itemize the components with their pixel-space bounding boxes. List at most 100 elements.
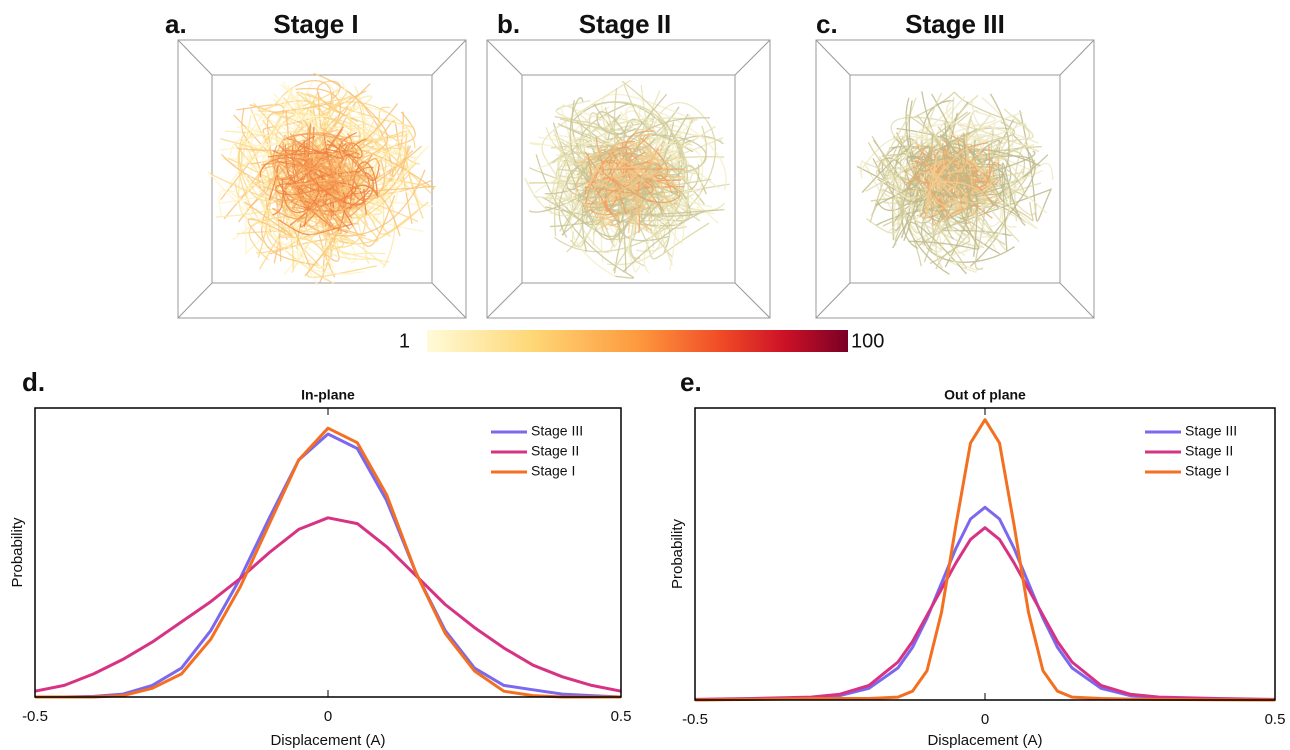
panel-label: e.	[680, 367, 702, 397]
fibre	[921, 91, 978, 257]
fibre	[304, 93, 432, 194]
fibre	[529, 142, 604, 163]
fibre	[941, 163, 1006, 197]
fibre	[913, 173, 963, 221]
legend-label: Stage I	[1185, 463, 1229, 479]
fibre	[588, 112, 687, 230]
colorbar-min-label: 1	[399, 330, 410, 352]
fibre	[881, 135, 929, 238]
fibre	[878, 157, 912, 239]
fibre	[639, 177, 656, 218]
fibre	[624, 153, 673, 194]
fibre-bundle	[207, 72, 436, 286]
y-axis-label: Probability	[9, 517, 26, 588]
fibre	[930, 162, 962, 216]
fibre	[625, 138, 669, 176]
fibre	[622, 210, 706, 273]
fibre	[602, 207, 621, 229]
fibre	[911, 146, 991, 182]
fibre	[637, 133, 682, 197]
fibre	[897, 215, 985, 248]
fibre	[620, 130, 643, 223]
legend-label: Stage I	[531, 463, 575, 479]
cube-c	[815, 39, 1095, 319]
x-tick-label: 0	[981, 711, 989, 728]
fibre	[259, 174, 390, 263]
fibre	[278, 142, 320, 174]
fibre	[535, 154, 634, 279]
fibre	[559, 117, 698, 163]
y-axis-label: Probability	[669, 518, 686, 589]
fibre	[954, 181, 989, 204]
fibre	[929, 149, 964, 211]
fibre	[309, 154, 345, 198]
fibre	[555, 134, 704, 219]
fibre	[925, 158, 959, 220]
fibre	[643, 213, 685, 274]
panel-title: Stage III	[905, 9, 1005, 39]
fibre	[344, 132, 365, 218]
fibre	[281, 179, 319, 214]
series-line	[694, 526, 1276, 701]
fibre	[911, 167, 987, 175]
fibre	[599, 143, 656, 179]
chart-title: In-plane	[301, 387, 355, 403]
panel-title: Stage II	[579, 9, 671, 39]
fibre	[587, 148, 641, 167]
fibre	[278, 219, 352, 236]
fibre	[243, 201, 296, 242]
fibre	[871, 135, 904, 246]
legend-label: Stage II	[531, 443, 579, 459]
fibre	[274, 153, 353, 219]
x-tick-label: -0.5	[22, 708, 48, 725]
fibre	[942, 142, 999, 209]
fibre	[949, 196, 1011, 272]
x-axis-label: Displacement (A)	[927, 732, 1042, 749]
fibre	[241, 123, 367, 160]
fibre	[935, 168, 998, 269]
fibre	[602, 168, 685, 187]
fibre	[604, 179, 682, 217]
fibre	[912, 144, 999, 171]
fibre	[649, 145, 685, 228]
fibre	[947, 133, 969, 175]
fibre	[630, 171, 669, 211]
fibre	[280, 151, 339, 194]
fibre	[261, 147, 323, 166]
fibre	[596, 111, 637, 137]
legend-label: Stage II	[1185, 443, 1233, 459]
fibre	[283, 133, 359, 168]
fibre	[584, 137, 605, 176]
x-tick-label: -0.5	[682, 711, 708, 728]
panel-label: c.	[816, 9, 838, 39]
fibre	[316, 160, 351, 189]
plot-frame	[34, 407, 622, 698]
fibre	[280, 174, 361, 255]
fibre	[343, 169, 374, 201]
fibre	[927, 162, 988, 199]
x-tick-label: 0	[324, 708, 332, 725]
fibre	[958, 132, 972, 213]
fibre	[925, 153, 938, 218]
series-line	[35, 426, 621, 699]
fibre	[557, 156, 614, 254]
fibre	[638, 198, 664, 226]
fibre	[616, 161, 654, 198]
chart-title: Out of plane	[944, 387, 1026, 403]
fibre	[931, 132, 946, 200]
fibre	[1003, 108, 1031, 222]
x-tick-label: 0.5	[611, 708, 632, 725]
fibre-bundle	[856, 91, 1054, 275]
panel-label: b.	[497, 9, 520, 39]
fibre	[600, 164, 644, 178]
colorbar	[427, 330, 848, 352]
series-line	[35, 432, 622, 699]
fibre	[272, 144, 373, 193]
fibre	[313, 103, 352, 269]
fibre	[299, 131, 358, 160]
fibre	[571, 90, 661, 247]
fibre	[274, 132, 344, 182]
panel-label: d.	[22, 367, 45, 397]
fibre	[906, 155, 944, 220]
